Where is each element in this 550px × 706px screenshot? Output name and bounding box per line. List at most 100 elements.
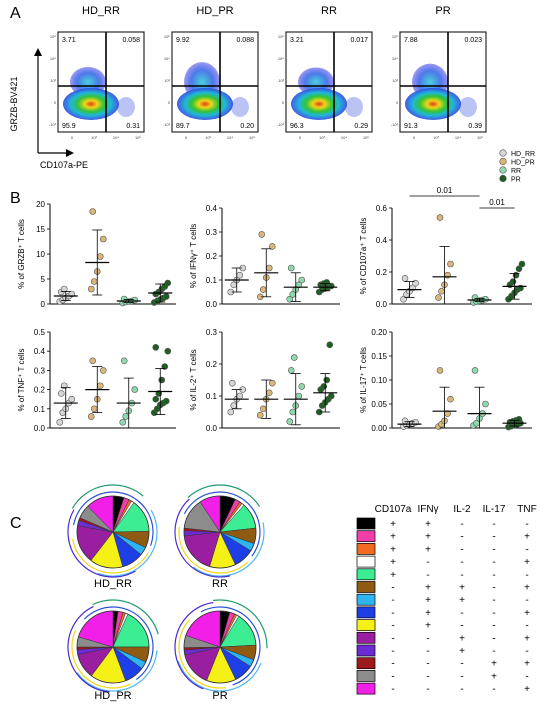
- quadrant-lower-left: 95.9: [62, 123, 76, 130]
- data-point: [158, 376, 166, 384]
- data-point: [60, 285, 68, 293]
- pie-label: PR: [212, 690, 227, 702]
- table-cell: -: [492, 646, 495, 657]
- flow-y-tick: 10⁴: [392, 56, 398, 61]
- overlap-arc: [73, 491, 154, 546]
- flow-x-tick: 10⁴: [341, 135, 347, 140]
- y-tick-label: 5: [41, 275, 46, 284]
- flow-x-tick: 0: [71, 135, 74, 140]
- table-header: IL-2: [453, 504, 471, 515]
- data-point: [152, 395, 160, 403]
- flow-plot-title: HD_PR: [196, 5, 233, 17]
- quadrant-upper-left: 9.92: [176, 37, 190, 44]
- table-cell: +: [390, 519, 396, 530]
- overlap-arc: [92, 599, 159, 635]
- data-point: [286, 295, 294, 303]
- data-point: [412, 279, 419, 287]
- flow-x-tick: 10⁵: [477, 135, 483, 140]
- combination-table: CD107a IFNγ IL-2 IL-17 TNF+ + - - -+ + - - ++ + - - -+ - -…: [356, 504, 537, 695]
- table-cell: -: [460, 519, 463, 530]
- y-arrow-head: [34, 48, 42, 56]
- table-cell: -: [426, 671, 429, 682]
- table-cell: -: [391, 621, 394, 632]
- table-cell: -: [426, 646, 429, 657]
- table-cell: -: [391, 608, 394, 619]
- table-cell: -: [391, 646, 394, 657]
- table-cell: +: [459, 595, 465, 606]
- pie-outline: [183, 495, 257, 569]
- table-cell: +: [491, 671, 497, 682]
- data-point: [515, 416, 523, 423]
- flow-x-tick: 10⁴: [455, 135, 461, 140]
- flow-y-tick: 0: [282, 100, 285, 105]
- flow-y-tick: 10⁴: [164, 56, 170, 61]
- p-value-label: 0.01: [437, 186, 453, 195]
- y-tick-label: 0.10: [371, 376, 387, 385]
- flow-x-tick: 0: [413, 135, 416, 140]
- y-axis-label: % of GRZB⁺ T cells: [17, 219, 26, 289]
- data-point: [131, 386, 139, 393]
- data-point: [259, 405, 267, 413]
- table-cell: +: [524, 557, 530, 568]
- y-axis-label: % of TNF⁺ T cells: [17, 349, 26, 412]
- table-cell: +: [491, 659, 497, 670]
- table-cell: -: [492, 595, 495, 606]
- table-cell: +: [425, 532, 431, 543]
- flow-plot-1: HD_PR 9.92 0.088 89.7 0.20 10⁵ 10⁴ 10³ 0 -10³ 0 10³…: [163, 5, 259, 140]
- y-tick-label: 0.0: [376, 300, 388, 309]
- y-tick-label: 0.4: [376, 236, 388, 245]
- y-tick-label: 0.1: [206, 392, 218, 401]
- data-point: [509, 278, 517, 285]
- data-point: [323, 279, 331, 286]
- data-point: [447, 395, 454, 403]
- data-point: [90, 278, 98, 285]
- table-header: TNF: [517, 504, 536, 515]
- data-point: [236, 271, 244, 279]
- pie-chart-2: HD_PR: [67, 599, 159, 702]
- y-tick-label: 15: [36, 225, 45, 234]
- data-point: [265, 389, 273, 397]
- table-cell: -: [492, 570, 495, 581]
- data-point: [436, 367, 444, 374]
- pie-outline: [76, 610, 150, 684]
- table-cell: -: [492, 557, 495, 568]
- y-axis-label: % of IFNγ⁺ T cells: [189, 224, 198, 289]
- pie-label: HD_PR: [94, 690, 131, 702]
- flow-y-tick: -10³: [163, 122, 171, 127]
- flow-plot-title: HD_RR: [82, 5, 120, 17]
- flow-x-tick: 10⁴: [227, 135, 233, 140]
- legend-marker: [499, 174, 507, 183]
- overlap-arc: [183, 491, 261, 557]
- right-density-cloud: [117, 97, 135, 117]
- flow-y-tick: 0: [54, 100, 57, 105]
- data-point: [119, 418, 127, 426]
- data-point: [268, 379, 276, 387]
- table-cell: -: [460, 570, 463, 581]
- legend-marker: [499, 157, 507, 166]
- table-cell: +: [390, 557, 396, 568]
- data-point: [298, 276, 306, 284]
- table-cell: +: [390, 532, 396, 543]
- flow-plot-3: PR 7.88 0.023 91.3 0.39 10⁵ 10⁴ 10³ 0 -10³ 0 10³ 10⁴…: [391, 5, 487, 140]
- overlap-arc: [187, 484, 261, 507]
- table-cell: -: [426, 557, 429, 568]
- data-point: [518, 260, 526, 268]
- panel-label-a: A: [10, 5, 21, 22]
- quadrant-lower-right: 0.29: [354, 123, 368, 130]
- table-cell: +: [524, 659, 530, 670]
- table-cell: -: [391, 671, 394, 682]
- data-point: [87, 285, 95, 293]
- quadrant-upper-right: 0.017: [350, 37, 368, 44]
- right-density-cloud: [459, 97, 477, 117]
- overlap-arc: [71, 629, 131, 689]
- flow-y-axis-label: GRZB-BV421: [9, 76, 19, 131]
- flow-y-tick: -10³: [391, 122, 399, 127]
- overlap-arc: [72, 539, 150, 574]
- flow-y-tick: 10⁵: [164, 34, 170, 39]
- flow-y-tick: 10⁵: [50, 34, 56, 39]
- legend-marker: [499, 166, 507, 174]
- color-swatch: [356, 530, 376, 543]
- color-swatch: [356, 631, 376, 644]
- table-cell: -: [460, 544, 463, 555]
- y-tick-label: 0.4: [34, 347, 46, 356]
